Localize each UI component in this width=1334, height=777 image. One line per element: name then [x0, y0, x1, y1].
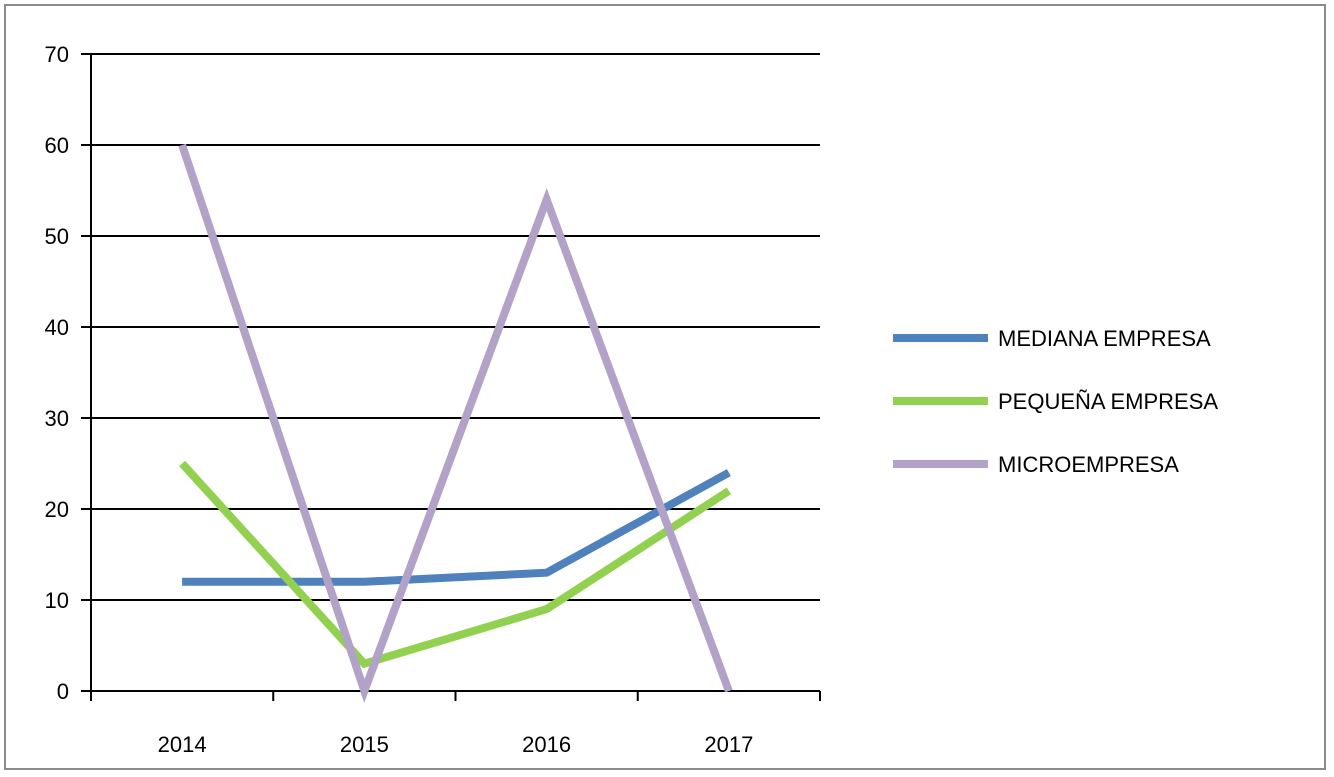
y-tick-label: 0	[57, 679, 69, 704]
x-tick-label: 2014	[158, 732, 207, 757]
y-tick-label: 20	[45, 497, 69, 522]
x-tick-label: 2017	[704, 732, 753, 757]
x-tick-label: 2016	[522, 732, 571, 757]
series-line-1	[179, 460, 732, 669]
legend: MEDIANA EMPRESA PEQUEÑA EMPRESA MICROEMPRE…	[893, 326, 1218, 477]
y-tick-label: 10	[45, 588, 69, 613]
y-tick-labels: 0 10 20 30 40 50 60 70	[45, 42, 69, 704]
y-tick-label: 70	[45, 42, 69, 67]
x-tick-label: 2015	[340, 732, 389, 757]
y-tick-label: 50	[45, 224, 69, 249]
x-tick-labels: 2014 2015 2016 2017	[158, 732, 754, 757]
chart-frame	[4, 4, 1326, 770]
y-tick-label: 40	[45, 315, 69, 340]
series-lines	[178, 143, 733, 704]
gridlines	[81, 53, 820, 692]
legend-label: MICROEMPRESA	[998, 452, 1179, 477]
y-tick-label: 60	[45, 133, 69, 158]
series-line-2	[178, 143, 733, 704]
y-tick-label: 30	[45, 406, 69, 431]
legend-label: PEQUEÑA EMPRESA	[998, 389, 1218, 414]
series-line-0	[182, 469, 731, 586]
legend-label: MEDIANA EMPRESA	[998, 326, 1211, 351]
axes	[90, 54, 821, 701]
